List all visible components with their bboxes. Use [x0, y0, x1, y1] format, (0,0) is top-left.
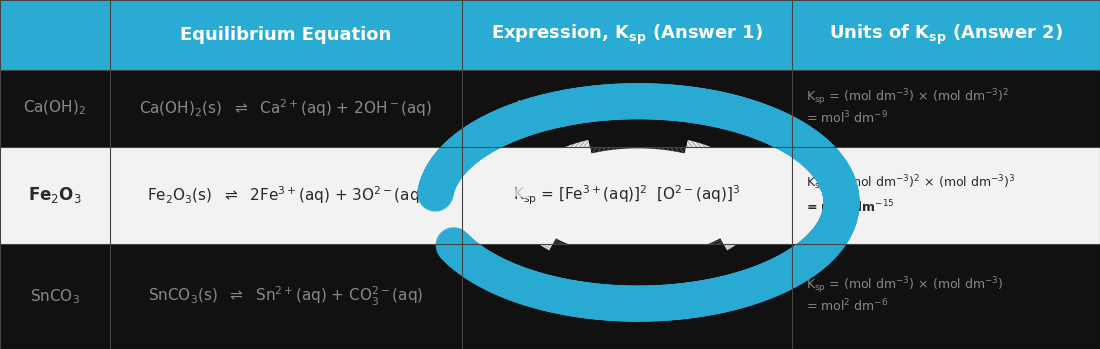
Bar	[110, 70, 462, 147]
Text: SnCO$_3$: SnCO$_3$	[30, 287, 80, 306]
Text: $\mathregular{K_{sp}}$ = [Fe$^{3+}$(aq)]$^2$  [O$^{2-}$(aq)]$^3$: $\mathregular{K_{sp}}$ = [Fe$^{3+}$(aq)]…	[514, 184, 740, 207]
Bar	[0, 70, 110, 147]
Bar	[462, 70, 792, 147]
Bar	[792, 70, 1100, 147]
Text: Fe$_2$O$_3$: Fe$_2$O$_3$	[29, 185, 81, 206]
Bar	[792, 147, 1100, 244]
Text: $\mathregular{K_{sp}}$ = (mol dm$^{-3}$) $\times$ (mol dm$^{-3}$): $\mathregular{K_{sp}}$ = (mol dm$^{-3}$)…	[806, 276, 1004, 297]
Text: = mol$^3$ dm$^{-9}$: = mol$^3$ dm$^{-9}$	[806, 110, 889, 126]
Bar	[110, 0, 462, 70]
Text: $\mathregular{K_{sp}}$ = (mol dm$^{-3}$) $\times$ (mol dm$^{-3}$)$^2$: $\mathregular{K_{sp}}$ = (mol dm$^{-3}$)…	[806, 87, 1010, 108]
Bar	[462, 147, 792, 244]
Text: Expression, $\mathregular{K_{sp}}$ (Answer 1): Expression, $\mathregular{K_{sp}}$ (Answ…	[491, 23, 763, 47]
Text: $\mathregular{K_{sp}}$ = [Ca$^{2+}$(aq)] [OH$^-$(aq)]$^2$: $\mathregular{K_{sp}}$ = [Ca$^{2+}$(aq)]…	[516, 97, 738, 120]
Text: Ca(OH)$_2$(s)  $\rightleftharpoons$  Ca$^{2+}$(aq) + 2OH$^-$(aq): Ca(OH)$_2$(s) $\rightleftharpoons$ Ca$^{…	[140, 97, 432, 119]
Bar	[0, 244, 110, 349]
Bar	[0, 147, 110, 244]
Text: Equilibrium Equation: Equilibrium Equation	[180, 26, 392, 44]
Bar	[110, 147, 462, 244]
Text: = mol$^5$dm$^{-15}$: = mol$^5$dm$^{-15}$	[806, 199, 895, 215]
Bar	[462, 244, 792, 349]
Text: $\mathregular{K_{sp}}$ = [Sn$^{2+}$(aq)] [CO$_3^{2-}$(aq)]: $\mathregular{K_{sp}}$ = [Sn$^{2+}$(aq)]…	[517, 285, 737, 308]
Text: Fe$_2$O$_3$(s)  $\rightleftharpoons$  2Fe$^{3+}$(aq) + 3O$^{2-}$(aq): Fe$_2$O$_3$(s) $\rightleftharpoons$ 2Fe$…	[146, 185, 426, 206]
Text: SnCO$_3$(s)  $\rightleftharpoons$  Sn$^{2+}$(aq) + CO$_3^{2-}$(aq): SnCO$_3$(s) $\rightleftharpoons$ Sn$^{2+…	[148, 285, 424, 308]
Text: $\mathregular{K_{sp}}$ = (mol dm$^{-3}$)$^2$ $\times$ (mol dm$^{-3}$)$^3$: $\mathregular{K_{sp}}$ = (mol dm$^{-3}$)…	[806, 173, 1016, 194]
Bar	[0, 0, 110, 70]
Bar	[792, 244, 1100, 349]
Text: Units of $\mathregular{K_{sp}}$ (Answer 2): Units of $\mathregular{K_{sp}}$ (Answer …	[829, 23, 1063, 47]
Bar	[110, 244, 462, 349]
Text: Ca(OH)$_2$: Ca(OH)$_2$	[23, 99, 87, 117]
Bar	[792, 0, 1100, 70]
Bar	[462, 0, 792, 70]
Text: = mol$^2$ dm$^{-6}$: = mol$^2$ dm$^{-6}$	[806, 298, 889, 315]
